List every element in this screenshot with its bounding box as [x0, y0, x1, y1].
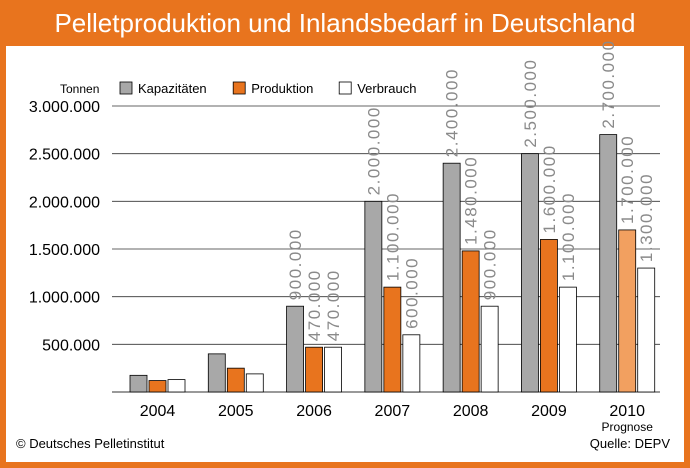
data-label: 600.000 [402, 257, 421, 329]
legend-label: Verbrauch [357, 81, 416, 96]
data-label: 1.480.000 [462, 156, 481, 245]
data-label: 1.700.000 [618, 135, 637, 224]
bar [286, 305, 304, 393]
chart-title: Pelletproduktion und Inlandsbedarf in De… [0, 0, 690, 46]
x-tick-label: 2008 [453, 403, 489, 420]
bar [618, 229, 637, 393]
data-label: 1.300.000 [637, 173, 656, 262]
x-tick-label: 2010 [609, 403, 645, 420]
data-label: 2.400.000 [443, 68, 462, 157]
x-tick-label: 2009 [531, 403, 567, 420]
bar [364, 200, 383, 393]
y-tick-label: 2.500.000 [29, 147, 100, 164]
bar [226, 367, 245, 393]
bar [540, 239, 558, 393]
data-label: 900.000 [481, 228, 500, 300]
bar [324, 346, 342, 393]
bar [207, 353, 226, 393]
data-label: 2.700.000 [599, 39, 618, 128]
y-axis-title: Tonnen [60, 82, 99, 96]
legend-swatch [338, 81, 352, 95]
bar [402, 334, 421, 393]
bar [305, 346, 323, 393]
y-tick-label: 500.000 [42, 337, 100, 354]
x-tick-label: 2005 [218, 403, 254, 420]
data-label: 1.100.000 [383, 192, 402, 281]
data-label: 1.100.000 [559, 192, 578, 281]
x-tick-label: 2007 [375, 403, 411, 420]
legend-swatch [119, 81, 133, 95]
legend-label: Produktion [251, 81, 313, 96]
data-label: 1.600.000 [540, 144, 559, 233]
y-tick-label: 1.000.000 [29, 290, 100, 307]
x-tick-label: 2006 [296, 403, 332, 420]
bar [521, 153, 539, 393]
bar [599, 134, 618, 393]
bar [129, 374, 148, 393]
data-label: 2.500.000 [521, 59, 540, 148]
bar [383, 286, 402, 393]
y-tick-label: 3.000.000 [29, 99, 100, 116]
bar [461, 250, 480, 393]
bar [559, 286, 577, 393]
bar [637, 267, 656, 393]
bar [148, 380, 167, 393]
x-tick-label: 2004 [140, 403, 176, 420]
source-note: Quelle: DEPV [589, 436, 670, 451]
y-tick-label: 2.000.000 [29, 194, 100, 211]
bar [245, 373, 264, 393]
bar [480, 305, 499, 393]
y-tick-label: 1.500.000 [29, 242, 100, 259]
data-label: 470.000 [324, 269, 343, 341]
data-label: 2.000.000 [364, 106, 383, 195]
legend-label: Kapazitäten [138, 81, 207, 96]
bar [442, 162, 461, 393]
legend-swatch [232, 81, 246, 95]
copyright-note: © Deutsches Pelletinstitut [16, 436, 165, 451]
data-label: 900.000 [286, 228, 305, 300]
x-tick-sublabel: Prognose [602, 420, 654, 434]
data-label: 470.000 [305, 269, 324, 341]
bar [167, 379, 186, 393]
